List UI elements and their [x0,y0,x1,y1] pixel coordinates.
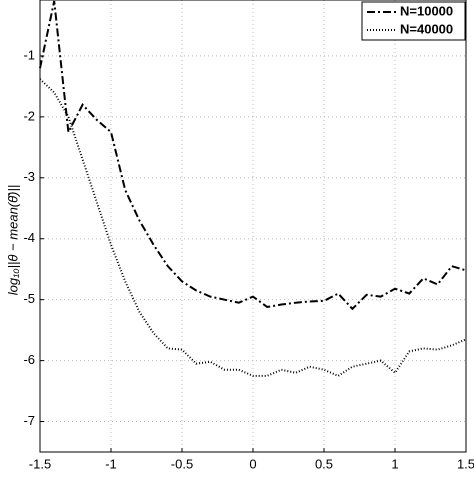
y-tick-label: -6 [23,352,35,367]
legend-label: N=40000 [400,21,453,36]
legend-label: N=10000 [400,3,453,18]
y-tick-label: 0 [28,0,35,1]
y-tick-label: -3 [23,169,35,184]
y-tick-label: -7 [23,413,35,428]
series-line [39,78,467,377]
x-tick-label: -1.5 [29,456,51,471]
x-tick-label: 0 [249,456,256,471]
plot-frame [39,0,467,453]
x-tick-label: 1 [391,456,398,471]
y-tick-label: -4 [23,230,35,245]
legend-box [361,1,466,41]
y-axis-label: log₁₀||θ − mean(θ̂)|| [5,185,20,296]
x-tick-label: -1 [105,456,117,471]
x-tick-label: 0.5 [315,456,333,471]
x-tick-label: -0.5 [171,456,193,471]
y-tick-label: -1 [23,47,35,62]
x-tick-label: 1.5 [457,456,474,471]
y-tick-label: -2 [23,108,35,123]
series-line [39,0,467,311]
y-tick-label: -5 [23,291,35,306]
